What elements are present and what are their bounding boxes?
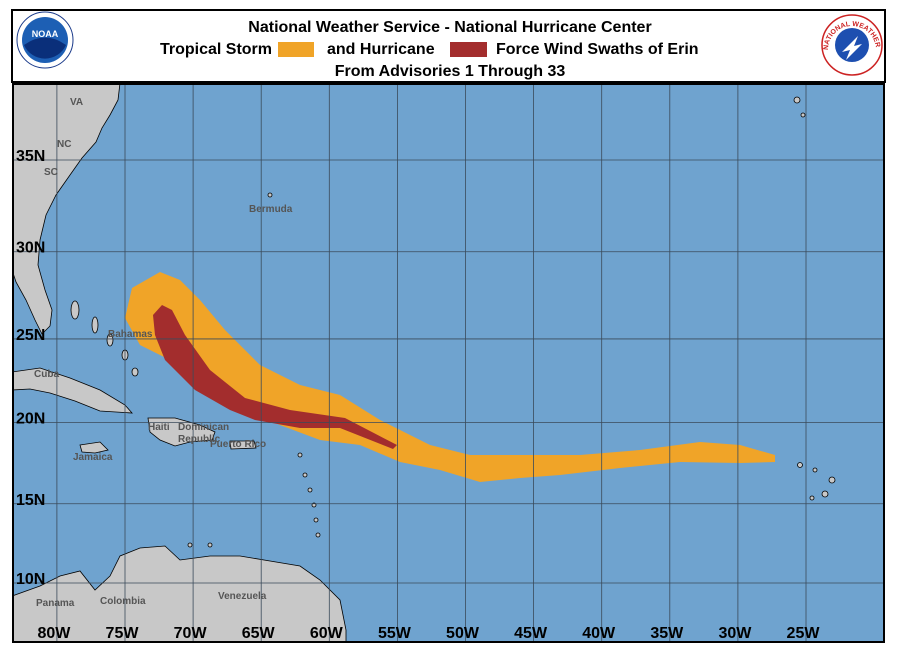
map-frame xyxy=(12,83,885,643)
place-label: Colombia xyxy=(100,596,146,607)
legend-label: Tropical Storm xyxy=(160,41,272,58)
header-box xyxy=(11,9,886,83)
hispaniola xyxy=(147,417,216,447)
lon-tick-label: 45W xyxy=(514,625,548,642)
place-labels: VA NC SC Bermuda Bahamas Cuba Haiti Domi… xyxy=(34,97,293,609)
place-label: VA xyxy=(70,97,83,108)
place-label: Venezuela xyxy=(218,591,267,602)
title: National Weather Service - National Hurr… xyxy=(248,19,651,36)
place-label: Bermuda xyxy=(249,204,293,215)
legend-label: and Hurricane xyxy=(327,41,435,58)
place-label: Republic xyxy=(178,434,221,445)
lon-tick-label: 75W xyxy=(106,625,140,642)
hurricane-swath xyxy=(153,305,397,449)
lon-tick-label: 65W xyxy=(242,625,276,642)
lon-tick-label: 60W xyxy=(310,625,344,642)
map: VA NC SC Bermuda Bahamas Cuba Haiti Domi… xyxy=(13,84,884,642)
lat-tick-label: 15N xyxy=(16,492,45,509)
north-america xyxy=(13,84,121,335)
islands xyxy=(70,96,836,548)
subtitle: From Advisories 1 Through 33 xyxy=(335,63,566,80)
jamaica xyxy=(79,441,109,454)
lon-tick-label: 50W xyxy=(446,625,480,642)
place-label: SC xyxy=(44,167,58,178)
lat-tick-label: 35N xyxy=(16,148,45,165)
place-label: Jamaica xyxy=(73,452,113,463)
place-label: Haiti xyxy=(148,422,170,433)
place-label: Panama xyxy=(36,598,75,609)
place-label: NC xyxy=(57,139,71,150)
lon-tick-label: 80W xyxy=(37,625,71,642)
place-label: Cuba xyxy=(34,369,59,380)
cuba xyxy=(13,367,133,414)
place-label: Dominican xyxy=(178,422,229,433)
lat-tick-label: 25N xyxy=(16,327,45,344)
legend-suffix: Force Wind Swaths of Erin xyxy=(496,41,699,58)
puerto-rico xyxy=(229,440,257,450)
lat-tick-label: 10N xyxy=(16,571,45,588)
legend-swatch xyxy=(278,42,314,57)
lat-tick-label: 30N xyxy=(16,240,45,257)
noaa-logo: NOAA xyxy=(16,11,74,69)
legend-swatch xyxy=(450,42,487,57)
lon-tick-label: 35W xyxy=(650,625,684,642)
lon-tick-label: 40W xyxy=(582,625,616,642)
place-label: Puerto Rico xyxy=(210,439,266,450)
lon-tick-label: 70W xyxy=(174,625,208,642)
lat-tick-label: 20N xyxy=(16,411,45,428)
lon-tick-label: 55W xyxy=(378,625,412,642)
noaa-text: NOAA xyxy=(32,29,59,39)
lon-tick-label: 30W xyxy=(718,625,752,642)
lon-tick-label: 25W xyxy=(787,625,821,642)
tropical-storm-swath xyxy=(125,272,775,482)
south-america xyxy=(13,545,347,642)
place-label: Bahamas xyxy=(108,329,153,340)
